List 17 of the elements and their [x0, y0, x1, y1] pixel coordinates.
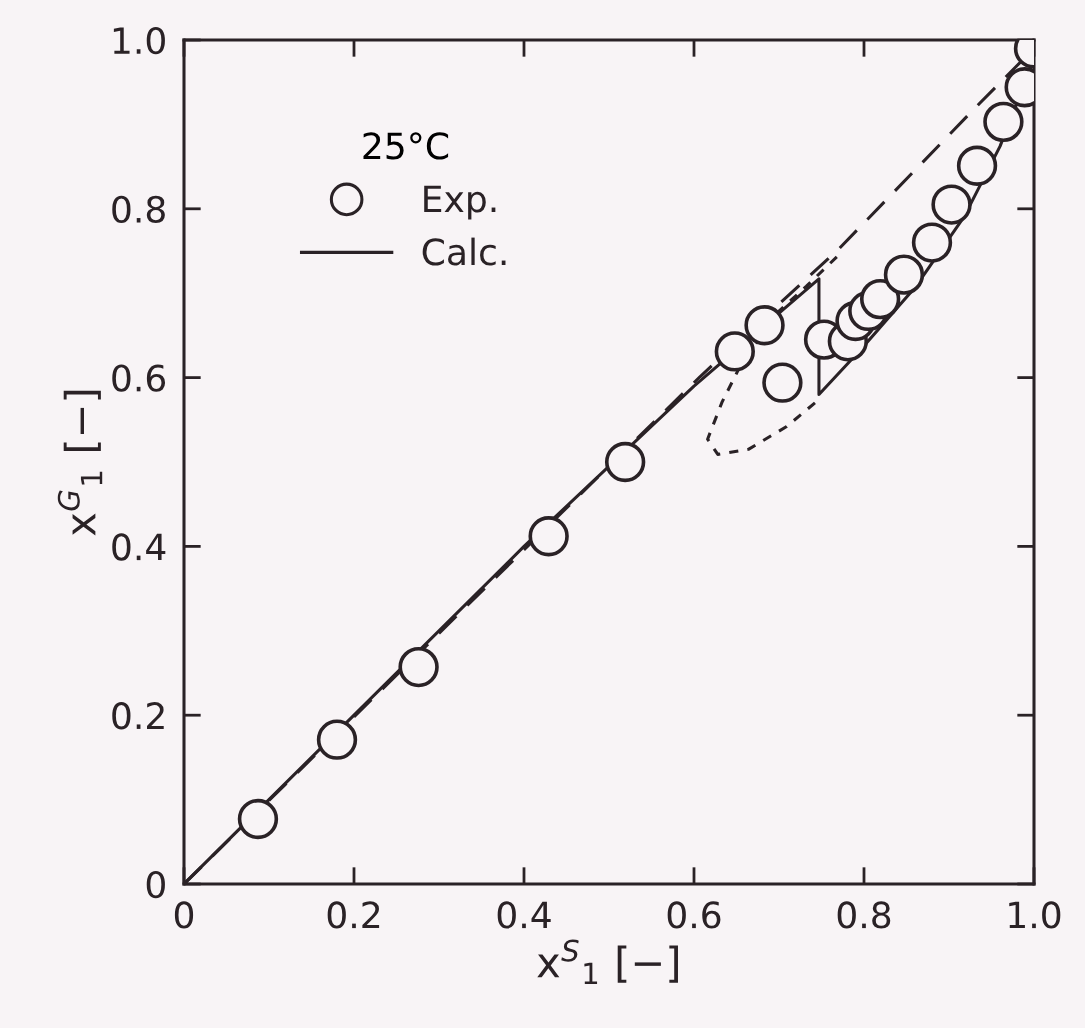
x-tick-label: 1.0 — [1009, 901, 1061, 929]
x-tick-label: 0.4 — [497, 901, 551, 929]
y-tick-label: 0.2 — [112, 702, 164, 730]
y-tick-label: 1.0 — [113, 26, 165, 55]
legend-label: Calc. — [422, 237, 506, 266]
y-tick-label: 0.6 — [112, 364, 166, 392]
x-axis-title: x$^{S}$$_{1}$ [−] — [537, 939, 678, 985]
y-tick-label: 0 — [146, 870, 165, 899]
y-axis-title: x$^{G}$$_{1}$ [−] — [57, 390, 103, 536]
y-tick-label: 0.4 — [112, 533, 166, 561]
y-tick-label: 0.8 — [112, 195, 165, 224]
x-tick-label: 0.6 — [667, 901, 721, 929]
x-tick-label: 0 — [174, 901, 194, 929]
legend-label: Exp. — [424, 185, 496, 220]
legend-title: 25°C — [363, 132, 449, 160]
x-tick-label: 0.8 — [837, 901, 891, 929]
x-tick-label: 0.2 — [327, 901, 380, 929]
